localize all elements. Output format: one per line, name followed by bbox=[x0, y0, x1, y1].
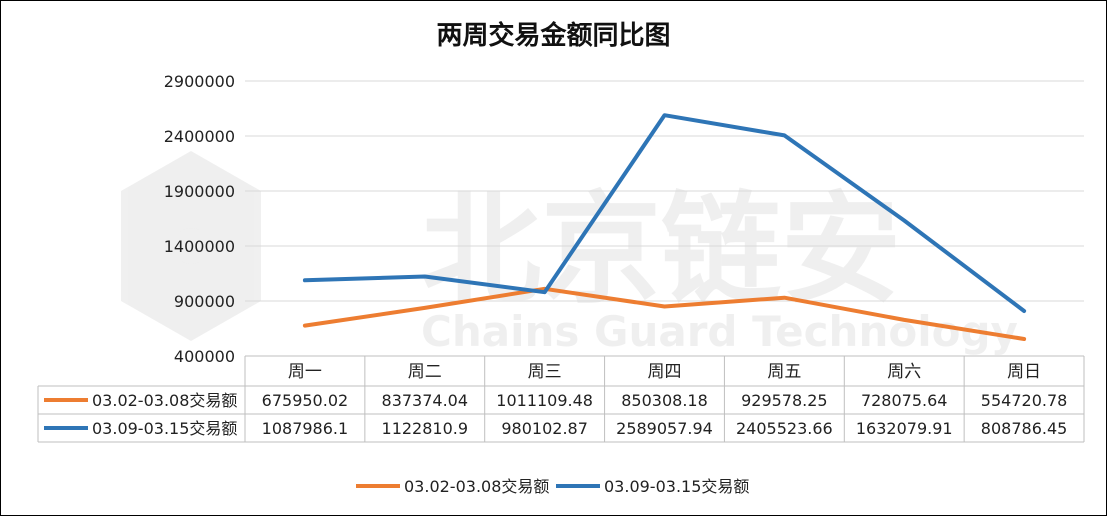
data-cell: 980102.87 bbox=[501, 419, 588, 438]
chart-title: 两周交易金额同比图 bbox=[436, 21, 671, 51]
category-label: 周六 bbox=[887, 362, 921, 382]
y-tick-label: 2400000 bbox=[164, 127, 235, 146]
category-label: 周三 bbox=[528, 362, 562, 382]
y-tick-label: 1900000 bbox=[164, 182, 235, 201]
series-line bbox=[302, 286, 1027, 341]
data-cell: 850308.18 bbox=[621, 391, 708, 410]
category-label: 周日 bbox=[1007, 362, 1041, 382]
watermark-logo-dot bbox=[173, 228, 209, 264]
y-tick-label: 400000 bbox=[174, 347, 235, 366]
data-cell: 675950.02 bbox=[262, 391, 349, 410]
y-tick-label: 900000 bbox=[174, 292, 235, 311]
data-cell: 808786.45 bbox=[981, 419, 1068, 438]
data-cell: 1632079.91 bbox=[856, 419, 953, 438]
category-label: 周一 bbox=[288, 362, 322, 382]
legend-label: 03.09-03.15交易额 bbox=[604, 477, 749, 496]
data-cell: 554720.78 bbox=[981, 391, 1068, 410]
data-table: 周一 周二 周三 周四 周五 周六 周日 03.02-03.08交易额 675950.02 837… bbox=[37, 355, 1085, 443]
legend-label: 03.02-03.08交易额 bbox=[404, 477, 549, 496]
row-series-name: 03.02-03.08交易额 bbox=[92, 391, 237, 410]
data-cell: 1011109.48 bbox=[496, 391, 593, 410]
data-cell: 1122810.9 bbox=[382, 419, 469, 438]
y-tick-label: 1400000 bbox=[164, 237, 235, 256]
y-tick-label: 2900000 bbox=[164, 72, 235, 91]
y-axis-ticks: 400000 900000 1400000 1900000 2400000 2900000 bbox=[164, 72, 235, 366]
data-cell: 2405523.66 bbox=[736, 419, 833, 438]
series-line bbox=[302, 113, 1027, 313]
data-cell: 837374.04 bbox=[382, 391, 469, 410]
series-lines bbox=[302, 113, 1027, 341]
category-label: 周五 bbox=[767, 362, 801, 382]
legend: 03.02-03.08交易额 03.09-03.15交易额 bbox=[356, 477, 749, 496]
data-cell: 728075.64 bbox=[861, 391, 948, 410]
row-series-name: 03.09-03.15交易额 bbox=[92, 419, 237, 438]
category-label: 周二 bbox=[408, 362, 442, 382]
gridlines bbox=[245, 80, 1084, 302]
category-label: 周四 bbox=[648, 362, 682, 382]
watermark-logo-icon bbox=[121, 151, 261, 341]
data-cell: 1087986.1 bbox=[262, 419, 349, 438]
data-cell: 2589057.94 bbox=[616, 419, 713, 438]
data-cell: 929578.25 bbox=[741, 391, 828, 410]
watermark-sub-text: Chains Guard Technology bbox=[421, 307, 1018, 356]
